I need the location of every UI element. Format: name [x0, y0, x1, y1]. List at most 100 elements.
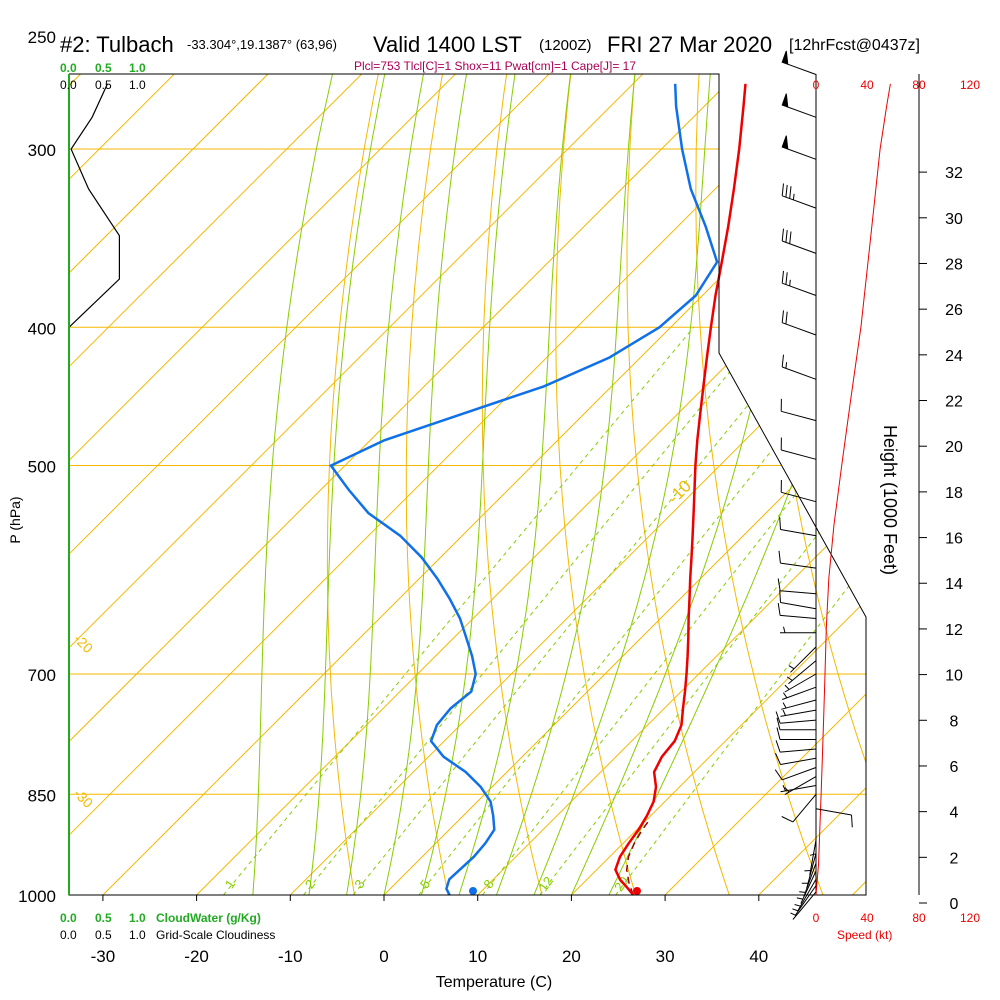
- background-lines: [69, 74, 866, 895]
- cloudwater-bottom-tick-0: 0.0: [60, 911, 77, 925]
- wind-barbs: [774, 50, 853, 920]
- wind-barb: [799, 863, 817, 898]
- height-tick-label: 22: [945, 394, 963, 411]
- isotherm-label-left: -20: [71, 631, 97, 657]
- wind-barb: [775, 740, 817, 753]
- mixing-ratio-1: [223, 326, 695, 895]
- isotherm-30: [664, 74, 866, 895]
- wind-barb: [780, 784, 817, 793]
- wind-barb: [784, 673, 817, 693]
- moist-adiabat-0: [383, 74, 474, 895]
- cloudiness-bottom-tick-0: 0.0: [60, 928, 77, 942]
- wind-barb: [779, 590, 817, 610]
- moist-adiabat--14: [252, 74, 342, 895]
- moist-adiabat--4: [346, 74, 432, 895]
- isotherm-20: [571, 74, 866, 895]
- cloudwater-tick-0: 0.0: [60, 61, 77, 75]
- station-coords: -33.304°,19.1387° (63,96): [187, 37, 337, 52]
- cloudiness-tick-0: 0.0: [60, 78, 77, 92]
- parameters-line: Plcl=753 Tlcl[C]=1 Shox=11 Pwat[cm]=1 Ca…: [354, 59, 636, 73]
- surface-dewpoint-marker: [469, 887, 478, 895]
- wind-barb: [780, 437, 817, 460]
- speed-bottom-tick-1: 40: [860, 911, 874, 925]
- height-tick-label: 10: [945, 668, 963, 685]
- wind-barb: [790, 891, 817, 920]
- wind-barb: [777, 578, 817, 595]
- speed-axis-title: Speed (kt): [837, 928, 892, 942]
- wind-barb: [774, 767, 817, 781]
- wind-barb: [780, 479, 817, 503]
- moist-adiabat-4: [421, 74, 522, 895]
- temperature-tick-label: -10: [278, 947, 303, 966]
- wind-speed-line: [815, 83, 891, 896]
- cloudiness-bottom-tick-2: 1.0: [129, 928, 146, 942]
- wind-barb: [781, 354, 817, 380]
- height-tick-label: 6: [950, 759, 959, 776]
- isotherm-label-left: -30: [71, 785, 97, 811]
- wind-barb: [782, 686, 817, 700]
- height-tick-label: 24: [945, 348, 963, 365]
- speed-bottom-tick-3: 120: [960, 911, 980, 925]
- mixing-ratio-label-20: 20: [611, 874, 632, 894]
- cloudwater-axis-title: CloudWater (g/Kg): [156, 911, 261, 925]
- mixing-ratio-label-2: 2: [302, 877, 318, 892]
- height-axis-title: Height (1000 Feet): [880, 425, 900, 575]
- moist-adiabat--8: [308, 74, 394, 895]
- height-tick-label: 32: [945, 165, 963, 182]
- axes: -30 -20 -10 0 10 20 30 402503004005007008501000…: [18, 28, 963, 966]
- wind-barb: [780, 626, 816, 634]
- cloudiness-tick-1: 0.5: [95, 78, 112, 92]
- valid-zulu: (1200Z): [539, 37, 592, 54]
- temperature-line: [614, 83, 747, 896]
- wind-barb: [781, 270, 817, 296]
- wind-barb: [792, 885, 817, 916]
- isotherm--100: [69, 74, 307, 895]
- cloudiness-axis-title: Grid-Scale Cloudiness: [156, 928, 275, 942]
- isotherm--50: [69, 74, 775, 895]
- height-tick-label: 4: [950, 805, 959, 822]
- wind-barb: [786, 660, 817, 685]
- wind-speed-panel: [815, 83, 891, 896]
- dry-adiabat-280: [405, 74, 450, 895]
- wind-barb: [781, 793, 817, 823]
- wind-barb: [781, 93, 817, 118]
- wind-barb: [794, 879, 817, 911]
- wind-barb: [781, 228, 817, 254]
- isotherm-40: [758, 74, 866, 895]
- wind-barb: [781, 310, 817, 336]
- parcel-path: [625, 818, 651, 896]
- moist-adiabat-16: [533, 74, 714, 895]
- wind-barb: [778, 550, 817, 569]
- height-tick-label: 2: [950, 850, 959, 867]
- cloudwater-bottom-tick-2: 1.0: [129, 911, 146, 925]
- wind-barb: [804, 839, 817, 876]
- wind-barb: [777, 603, 817, 619]
- cloudwater-bottom-tick-1: 0.5: [95, 911, 112, 925]
- wind-barb: [776, 717, 816, 731]
- wind-barb: [809, 822, 817, 859]
- wind-barb: [780, 398, 817, 422]
- wind-barb: [781, 699, 817, 710]
- speed-top-tick-1: 40: [860, 78, 874, 92]
- isotherm-label: -30: [824, 130, 855, 161]
- temperature-tick-label: 0: [379, 947, 388, 966]
- height-tick-label: 18: [945, 485, 963, 502]
- valid-date: FRI 27 Mar 2020: [607, 32, 772, 57]
- height-tick-label: 26: [945, 302, 963, 319]
- temperature-tick-label: -20: [184, 947, 209, 966]
- temperature-tick-label: 40: [749, 947, 768, 966]
- temperature-tick-label: -30: [91, 947, 116, 966]
- pressure-tick-label: 400: [28, 319, 56, 338]
- wind-barb: [779, 517, 817, 537]
- mixing-ratio-12: [539, 326, 866, 895]
- pressure-tick-label: 500: [28, 458, 56, 477]
- isotherm--90: [69, 74, 400, 895]
- wind-barb: [781, 183, 817, 209]
- wind-barb: [784, 776, 817, 796]
- speed-bottom-tick-2: 80: [912, 911, 926, 925]
- dewpoint-line: [328, 83, 719, 896]
- height-tick-label: 14: [945, 576, 963, 593]
- isotherm--10: [289, 74, 866, 895]
- surface-temperature-marker: [632, 887, 641, 895]
